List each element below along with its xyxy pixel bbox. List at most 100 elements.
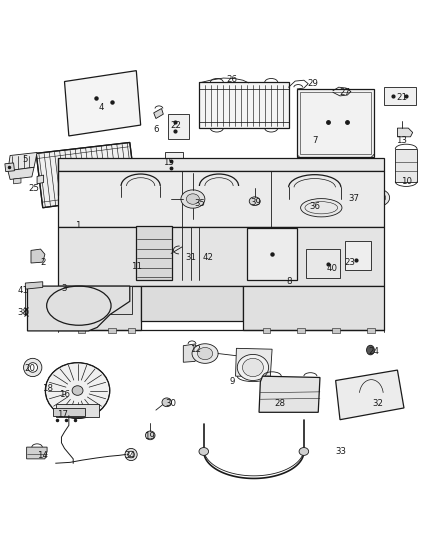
Text: 41: 41 [18, 286, 28, 295]
Ellipse shape [198, 348, 213, 360]
Text: 7: 7 [312, 136, 318, 145]
Text: 42: 42 [203, 253, 214, 262]
Ellipse shape [300, 199, 342, 217]
Polygon shape [58, 286, 141, 329]
Polygon shape [25, 286, 132, 314]
Ellipse shape [199, 448, 208, 455]
Polygon shape [58, 158, 385, 171]
Text: 11: 11 [131, 262, 142, 271]
Text: 21: 21 [396, 93, 407, 102]
Text: 14: 14 [37, 451, 48, 461]
Text: 23: 23 [344, 257, 355, 266]
Polygon shape [141, 286, 243, 321]
Polygon shape [36, 142, 136, 208]
Polygon shape [5, 163, 14, 172]
Bar [345, 241, 371, 270]
Text: 19: 19 [144, 432, 155, 441]
Bar [53, 408, 85, 416]
Bar [165, 151, 183, 174]
Ellipse shape [237, 354, 268, 381]
Ellipse shape [125, 448, 137, 461]
Polygon shape [184, 344, 197, 362]
Text: 13: 13 [396, 136, 407, 145]
Text: 38: 38 [18, 308, 28, 317]
Text: 29: 29 [307, 79, 318, 88]
Polygon shape [37, 175, 44, 184]
Polygon shape [58, 228, 385, 286]
Text: 30: 30 [166, 399, 177, 408]
Ellipse shape [369, 189, 390, 206]
Text: 5: 5 [23, 156, 28, 164]
Text: 35: 35 [194, 199, 205, 208]
Text: 32: 32 [372, 399, 383, 408]
Ellipse shape [72, 386, 83, 395]
Polygon shape [336, 370, 404, 419]
Ellipse shape [181, 190, 205, 208]
Polygon shape [28, 286, 130, 331]
Text: 37: 37 [348, 193, 360, 203]
Bar [108, 328, 116, 333]
Text: 25: 25 [28, 184, 39, 192]
Text: 36: 36 [309, 202, 320, 211]
Text: 8: 8 [286, 277, 291, 286]
Polygon shape [236, 349, 272, 376]
Bar [262, 328, 270, 333]
Text: 27: 27 [340, 88, 351, 97]
Bar [297, 328, 305, 333]
Text: 12: 12 [190, 345, 201, 354]
Text: 9: 9 [230, 377, 235, 386]
Polygon shape [243, 286, 385, 329]
Ellipse shape [367, 345, 374, 355]
Text: 33: 33 [336, 447, 346, 456]
Text: 24: 24 [368, 347, 379, 356]
Bar [297, 90, 374, 157]
Text: 40: 40 [327, 264, 338, 273]
Text: 10: 10 [401, 177, 412, 186]
Polygon shape [64, 71, 141, 136]
Text: 26: 26 [226, 75, 237, 84]
Bar [385, 87, 416, 106]
Polygon shape [397, 128, 413, 137]
Polygon shape [25, 282, 43, 289]
Polygon shape [127, 163, 133, 172]
Ellipse shape [243, 358, 263, 377]
Ellipse shape [162, 398, 172, 407]
Bar [367, 328, 375, 333]
Polygon shape [8, 167, 34, 180]
Text: 4: 4 [99, 103, 104, 112]
Text: 31: 31 [185, 253, 196, 262]
Polygon shape [14, 178, 21, 184]
Bar [199, 83, 289, 128]
Ellipse shape [299, 448, 309, 455]
Polygon shape [259, 376, 320, 413]
Text: 2: 2 [40, 257, 46, 266]
Bar [247, 228, 297, 279]
Ellipse shape [249, 197, 260, 206]
Ellipse shape [145, 431, 155, 440]
Text: 15: 15 [163, 158, 174, 166]
Polygon shape [27, 447, 47, 459]
Bar [332, 328, 340, 333]
Bar [56, 403, 99, 417]
Ellipse shape [46, 362, 110, 418]
Text: 22: 22 [170, 120, 181, 130]
Bar [168, 114, 189, 139]
Bar [306, 249, 340, 278]
Ellipse shape [373, 192, 386, 203]
Text: 3: 3 [62, 284, 67, 293]
Bar [127, 328, 135, 333]
Polygon shape [31, 249, 45, 263]
Bar [78, 328, 85, 333]
Text: 39: 39 [251, 198, 261, 207]
Text: 28: 28 [275, 399, 286, 408]
Bar [395, 149, 417, 182]
Text: 18: 18 [42, 384, 53, 393]
Ellipse shape [28, 362, 38, 372]
Text: 16: 16 [59, 390, 70, 399]
Bar [136, 226, 172, 280]
Text: 6: 6 [153, 125, 159, 134]
Text: 17: 17 [57, 410, 68, 419]
Bar [300, 92, 371, 154]
Polygon shape [58, 171, 385, 228]
Ellipse shape [24, 358, 42, 377]
